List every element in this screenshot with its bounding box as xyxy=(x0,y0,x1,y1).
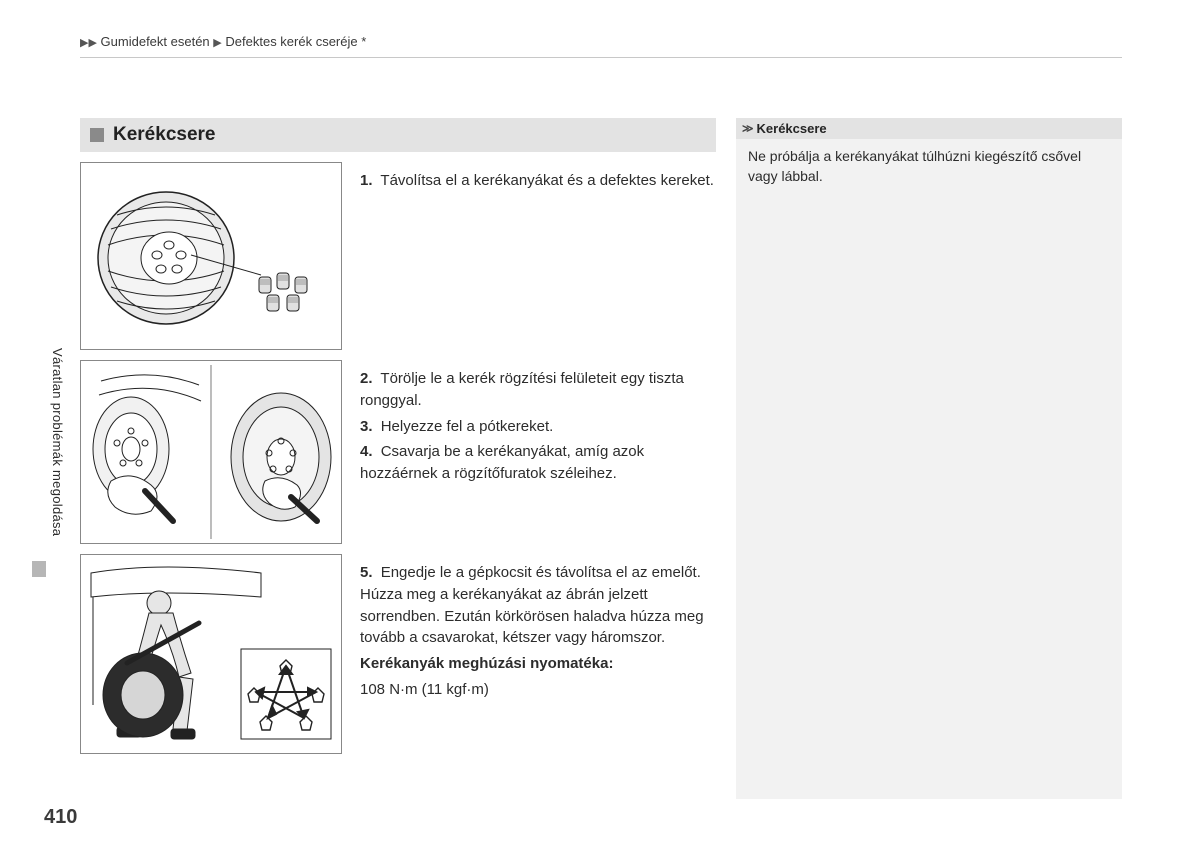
side-chapter-label: Váratlan problémák megoldása xyxy=(50,348,65,536)
page-number: 410 xyxy=(44,806,77,829)
step-number: 4. xyxy=(360,443,373,460)
chevron-icon: ▶▶ xyxy=(80,37,97,49)
block-icon xyxy=(90,128,104,142)
step-number: 3. xyxy=(360,418,373,435)
sidebar-title: Kerékcsere xyxy=(757,121,827,136)
illustration-remove-wheel xyxy=(80,162,342,350)
step-1: 1. Távolítsa el a kerékanyákat és a defe… xyxy=(360,170,714,192)
step-text: Helyezze fel a pótkereket. xyxy=(381,418,554,435)
illustration-tighten-sequence xyxy=(80,554,342,754)
sidebar-body: Ne próbálja a kerékanyákat túlhúzni kieg… xyxy=(736,139,1122,799)
chevron-icon: ▶ xyxy=(213,37,221,49)
torque-value: 108 N·m (11 kgf·m) xyxy=(360,679,716,701)
step-text: Csavarja be a kerékanyákat, amíg azok ho… xyxy=(360,443,644,482)
step-number: 1. xyxy=(360,172,373,189)
breadcrumb: ▶▶ Gumidefekt esetén ▶ Defektes kerék cs… xyxy=(80,34,1122,58)
breadcrumb-level2: Defektes kerék cseréje * xyxy=(225,34,366,49)
step-5: 5. Engedje le a gépkocsit és távolítsa e… xyxy=(360,562,716,649)
chevron-icon: ≫ xyxy=(742,122,754,135)
step-text: Engedje le a gépkocsit és távolítsa el a… xyxy=(360,564,704,646)
section-header: Kerékcsere xyxy=(80,118,716,152)
side-tab-marker xyxy=(32,561,46,577)
sidebar-header: ≫ Kerékcsere xyxy=(736,118,1122,139)
illustration-clean-mount xyxy=(80,360,342,544)
step-4: 4. Csavarja be a kerékanyákat, amíg azok… xyxy=(360,441,716,485)
section-title: Kerékcsere xyxy=(113,124,215,146)
step-text: Törölje le a kerék rögzítési felületeit … xyxy=(360,370,684,409)
breadcrumb-level1: Gumidefekt esetén xyxy=(101,34,210,49)
step-text: Távolítsa el a kerékanyákat és a defekte… xyxy=(380,172,714,189)
step-number: 5. xyxy=(360,564,373,581)
step-3: 3. Helyezze fel a pótkereket. xyxy=(360,416,716,438)
step-2: 2. Törölje le a kerék rögzítési felülete… xyxy=(360,368,716,412)
torque-label: Kerékanyák meghúzási nyomatéka: xyxy=(360,653,716,675)
sidebar-text: Ne próbálja a kerékanyákat túlhúzni kieg… xyxy=(748,148,1081,184)
step-number: 2. xyxy=(360,370,373,387)
